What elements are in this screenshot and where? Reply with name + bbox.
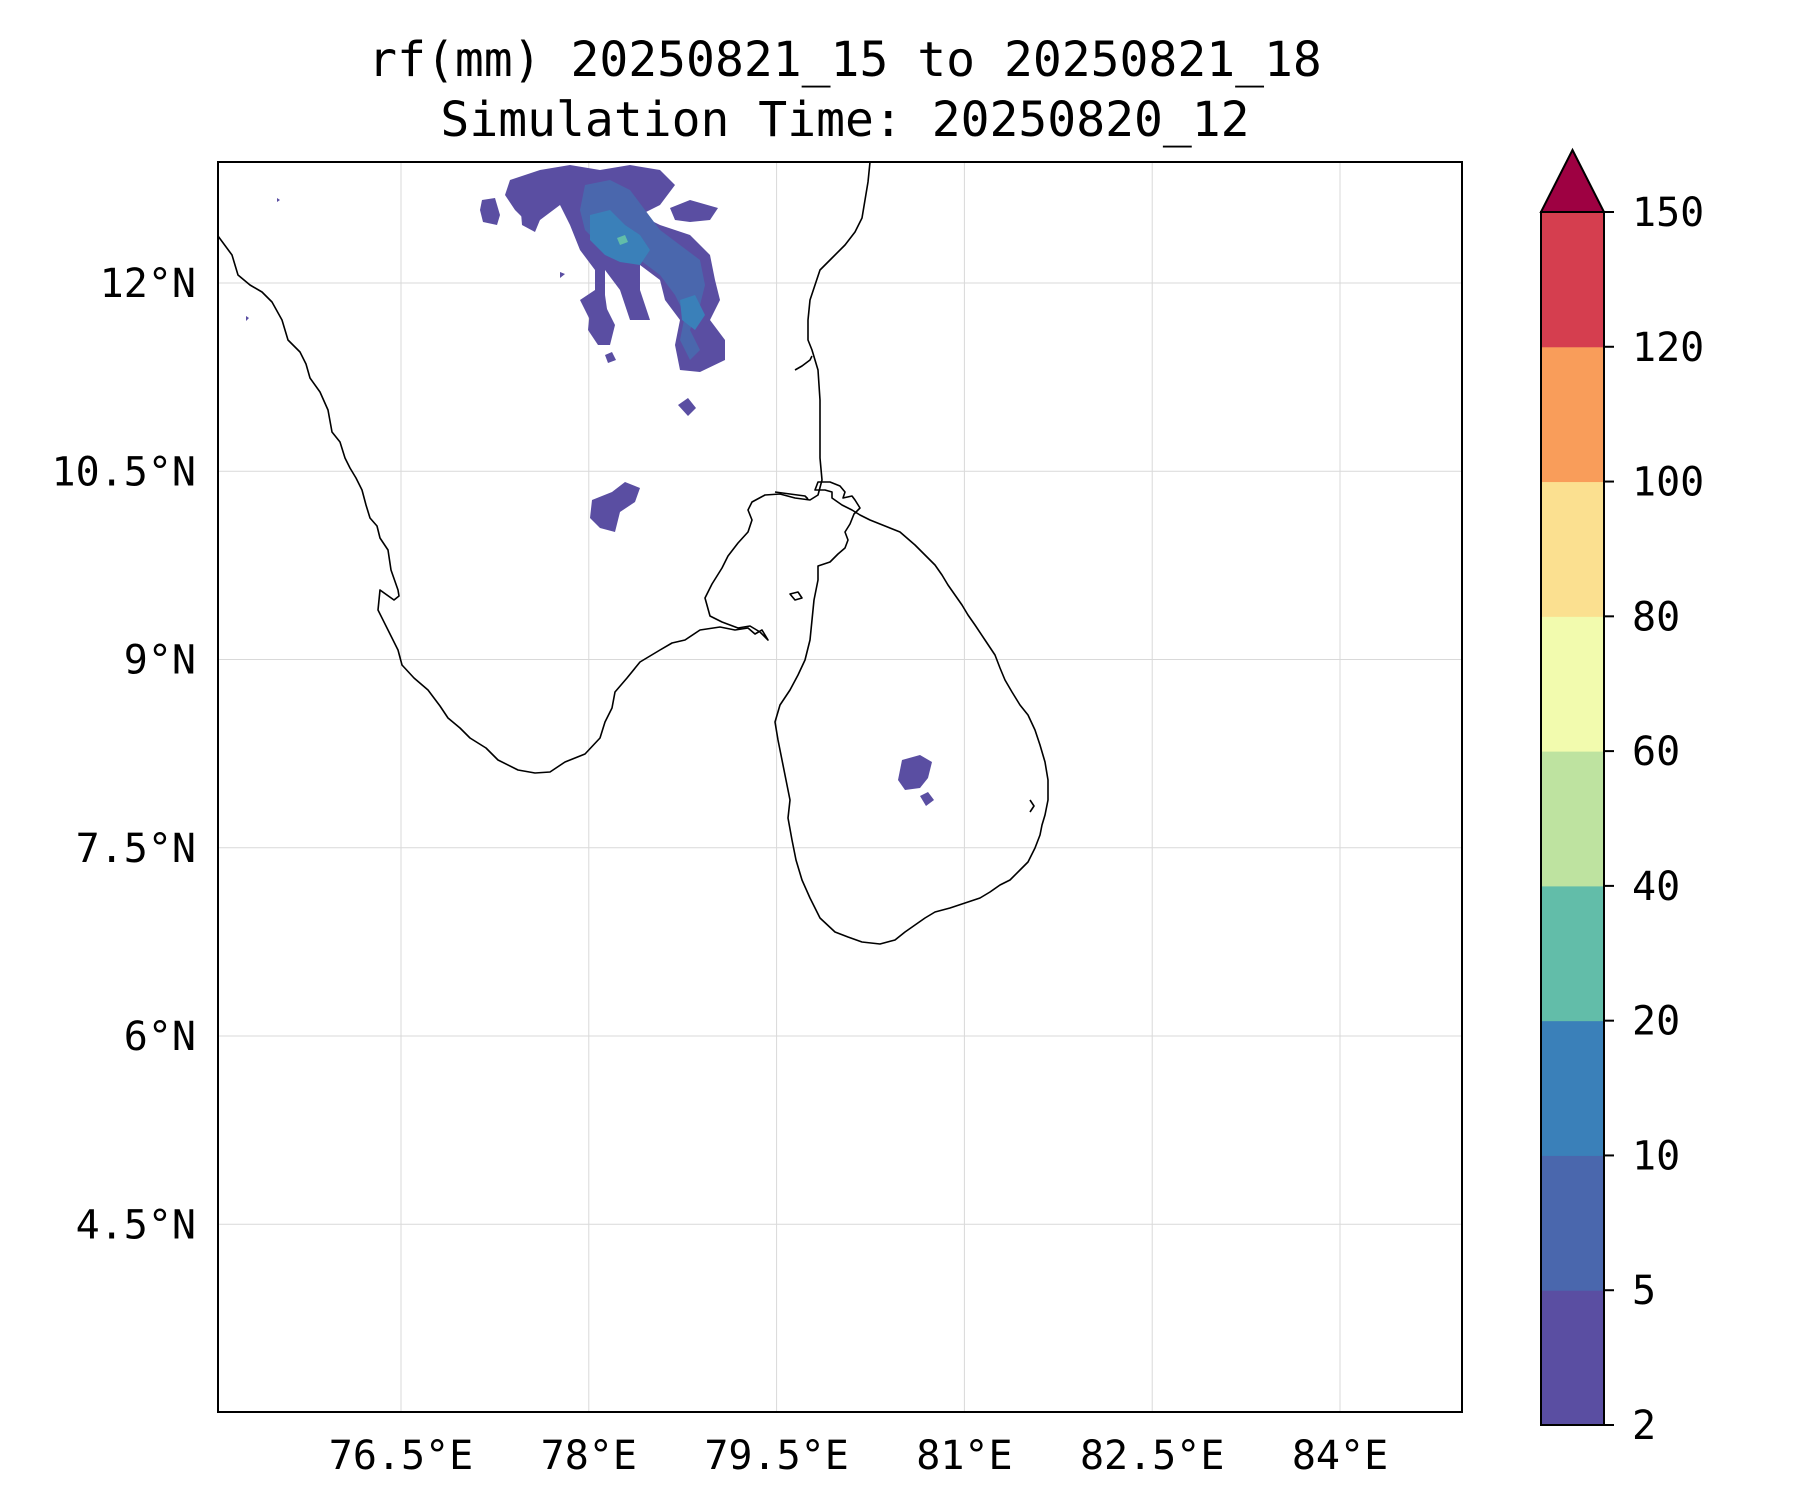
colorbar-tick-label: 100 — [1632, 460, 1704, 506]
longitude-tick-labels: 76.5°E 78°E 79.5°E 81°E 82.5°E 84°E — [329, 1433, 1388, 1479]
lanka-lagoon-east — [1029, 799, 1035, 813]
colorbar-outline — [1540, 211, 1605, 1426]
colorbar-tick-label: 80 — [1632, 594, 1680, 640]
colorbar-band — [1541, 885, 1604, 1022]
rain-cell-madurai — [590, 482, 640, 532]
rain-cell-north-core-2 — [680, 295, 705, 330]
rain-cell-sri-lanka — [898, 755, 932, 790]
rain-dot-2 — [246, 316, 249, 321]
colorbar-tick-label: 60 — [1632, 729, 1680, 775]
lanka-island-small — [789, 591, 803, 601]
latitude-tick-labels: 12°N 10.5°N 9°N 7.5°N 6°N 4.5°N — [52, 261, 197, 1248]
map-title: rf(mm) 20250821_15 to 20250821_18 Simula… — [0, 30, 1690, 150]
title-line-1: rf(mm) 20250821_15 to 20250821_18 — [368, 32, 1322, 88]
rain-cell-south-lobe — [588, 305, 615, 345]
lon-tick-label: 84°E — [1292, 1433, 1388, 1479]
colorbar: 2 5 10 20 40 60 80 100 120 150 — [1539, 147, 1704, 1449]
lon-tick-label: 79.5°E — [704, 1433, 849, 1479]
rain-cell-north-west — [480, 198, 500, 225]
gridlines — [218, 162, 1462, 1412]
map-frame — [217, 161, 1463, 1413]
lat-tick-label: 7.5°N — [76, 826, 196, 872]
colorbar-band — [1541, 1020, 1604, 1156]
lon-tick-label: 82.5°E — [1080, 1433, 1225, 1479]
colorbar-extend-arrow — [1539, 147, 1606, 213]
colorbar-band — [1541, 616, 1604, 752]
india-coastline — [217, 161, 871, 774]
colorbar-tick-label: 120 — [1632, 325, 1704, 371]
sri-lanka-coastline — [774, 481, 1049, 945]
rain-cell-north-west-2 — [520, 198, 542, 232]
lat-tick-label: 6°N — [124, 1014, 196, 1060]
india-inlet-gulf — [774, 491, 809, 500]
colorbar-band — [1541, 481, 1604, 617]
rain-cell-north-east-blob — [670, 200, 718, 222]
india-inlet-north — [794, 355, 813, 371]
coastline — [217, 161, 1049, 945]
lat-tick-label: 9°N — [124, 638, 196, 684]
lon-tick-label: 78°E — [541, 1433, 637, 1479]
rain-cell-small-1 — [678, 398, 696, 416]
rain-dot-1 — [277, 198, 280, 202]
colorbar-band — [1541, 212, 1604, 348]
rain-dot-3 — [560, 272, 565, 278]
rain-cell-north-peak — [617, 235, 628, 245]
lat-tick-label: 10.5°N — [52, 449, 197, 495]
rain-cell-small-2 — [605, 352, 616, 363]
rain-cell-sri-lanka-small — [920, 792, 934, 806]
lon-tick-label: 76.5°E — [329, 1433, 474, 1479]
colorbar-tick-label: 5 — [1632, 1268, 1656, 1314]
rainfall-fill — [246, 165, 934, 806]
colorbar-band — [1541, 1155, 1604, 1291]
colorbar-tick-label: 2 — [1632, 1403, 1656, 1449]
colorbar-tick-label: 10 — [1632, 1133, 1680, 1179]
colorbar-band — [1541, 1290, 1604, 1426]
rain-cell-north-main — [505, 165, 725, 372]
lon-tick-label: 81°E — [916, 1433, 1012, 1479]
colorbar-tick-label: 40 — [1632, 864, 1680, 910]
colorbar-band — [1541, 751, 1604, 887]
colorbar-tick-label: 20 — [1632, 999, 1680, 1045]
lat-tick-label: 4.5°N — [76, 1202, 196, 1248]
lat-tick-label: 12°N — [100, 261, 196, 307]
colorbar-tick-label: 150 — [1632, 190, 1704, 236]
colorbar-band — [1541, 346, 1604, 483]
title-line-2: Simulation Time: 20250820_12 — [440, 92, 1250, 148]
